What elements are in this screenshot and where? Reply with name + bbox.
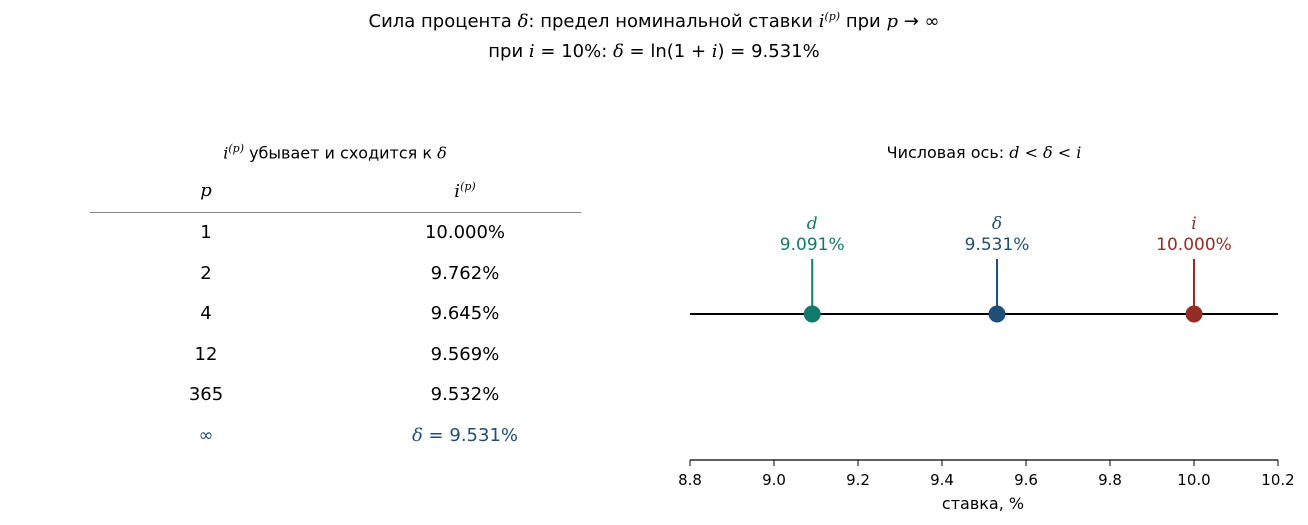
point-symbol: i — [1191, 214, 1196, 234]
point-symbol: δ — [992, 214, 1002, 234]
x-tick-label: 9.6 — [1014, 471, 1038, 489]
table-cell-p: 1 — [200, 222, 212, 243]
table-cell-p: 365 — [188, 384, 224, 405]
x-tick-label: 9.2 — [846, 471, 870, 489]
table-cell-ip: 9.645% — [430, 303, 500, 324]
x-tick-label: 10.0 — [1177, 471, 1210, 489]
table-cell-p: 4 — [200, 303, 212, 324]
point-marker — [988, 305, 1006, 323]
column-header-p: p — [200, 180, 212, 201]
x-tick-label: 9.0 — [762, 471, 786, 489]
point-value-label: 9.091% — [780, 235, 845, 255]
point-marker — [1185, 305, 1203, 323]
table-cell-ip: 9.569% — [430, 344, 500, 365]
table-cell-ip: 10.000% — [424, 222, 506, 243]
header-rule — [90, 212, 581, 213]
table-cell-ip: 9.532% — [430, 384, 500, 405]
main-subtitle: при i = 10%: δ = ln(1 + i) = 9.531% — [488, 41, 820, 62]
x-tick-label: 9.4 — [930, 471, 954, 489]
table-heading: i(p) убывает и сходится к δ — [223, 142, 447, 163]
table-cell-p: 12 — [194, 344, 218, 365]
x-axis-label: ставка, % — [941, 494, 1025, 513]
point-symbol: d — [807, 214, 818, 234]
table-cell-delta-limit: δ = 9.531% — [411, 425, 519, 446]
table-cell-p-limit: ∞ — [198, 425, 214, 446]
table-cell-p: 2 — [200, 263, 212, 284]
chart-title: Числовая ось: d < δ < i — [886, 143, 1082, 162]
x-tick-label: 10.2 — [1261, 471, 1294, 489]
point-value-label: 10.000% — [1156, 235, 1232, 255]
point-value-label: 9.531% — [965, 235, 1030, 255]
column-header-ip: i(p) — [454, 180, 476, 202]
x-tick-label: 8.8 — [678, 471, 702, 489]
x-tick-label: 9.8 — [1098, 471, 1122, 489]
table-cell-ip: 9.762% — [430, 263, 500, 284]
point-marker — [803, 305, 821, 323]
main-title: Сила процента δ: предел номинальной став… — [368, 10, 940, 32]
